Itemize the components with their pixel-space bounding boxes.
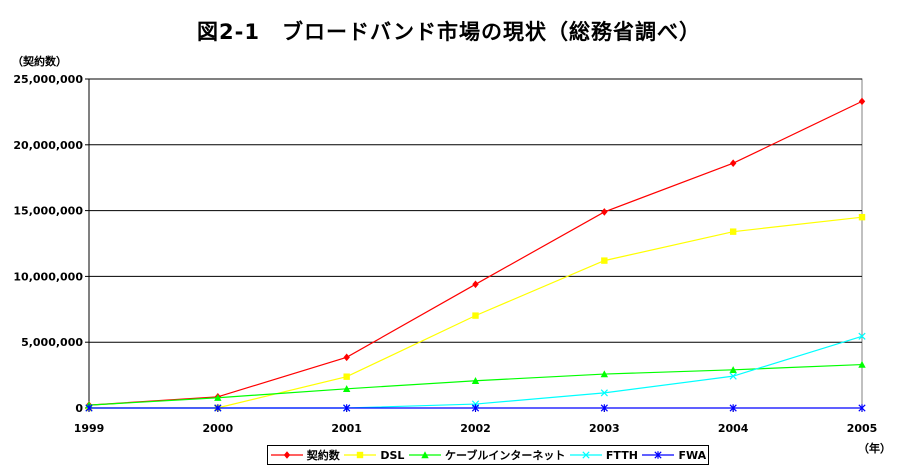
data-point xyxy=(729,372,737,380)
data-point xyxy=(471,377,480,384)
legend-label: FTTH xyxy=(605,448,638,462)
data-point xyxy=(343,353,350,362)
data-point xyxy=(858,97,866,106)
legend-swatch xyxy=(409,451,441,459)
chart-title: 図2-1 ブロードバンド市場の現状（総務省調べ） xyxy=(197,20,701,44)
x-tick-label: 2005 xyxy=(847,422,878,435)
data-point xyxy=(601,208,608,216)
data-point xyxy=(600,404,608,412)
data-point xyxy=(729,228,737,235)
legend-item: FTTH xyxy=(569,449,638,462)
x-tick-label: 1999 xyxy=(74,422,105,435)
legend-item: ケーブルインターネット xyxy=(408,447,565,463)
legend-swatch xyxy=(642,451,675,459)
plot-area xyxy=(88,78,863,409)
data-point xyxy=(729,404,737,412)
data-point xyxy=(729,366,737,374)
legend-label: 契約数 xyxy=(306,449,340,462)
x-axis-unit-label: （年） xyxy=(858,442,891,455)
y-tick-label: 5,000,000 xyxy=(21,336,83,349)
legend-marker xyxy=(357,451,364,459)
legend-swatch xyxy=(344,451,377,459)
y-axis-label: （契約数） xyxy=(12,55,67,68)
legend-item: DSL xyxy=(343,449,404,462)
data-point xyxy=(729,159,737,168)
data-point xyxy=(214,404,222,412)
data-point xyxy=(472,312,479,319)
data-point xyxy=(472,280,479,289)
y-tick-label: 20,000,000 xyxy=(13,139,83,152)
data-point xyxy=(600,389,608,397)
data-point xyxy=(858,404,866,412)
data-point xyxy=(85,404,93,412)
x-tick-label: 2000 xyxy=(203,422,234,435)
series-3 xyxy=(85,360,866,409)
legend-marker xyxy=(283,451,290,459)
x-tick-label: 2002 xyxy=(460,422,491,435)
data-point xyxy=(600,370,609,378)
legend-item: FWA xyxy=(641,449,706,462)
legend-marker xyxy=(421,451,429,459)
series-5 xyxy=(85,404,866,412)
legend-item: 契約数 xyxy=(270,447,340,463)
data-point xyxy=(858,360,866,368)
y-tick-label: 0 xyxy=(75,402,83,415)
legend-marker xyxy=(582,451,590,459)
x-tick-label: 2004 xyxy=(718,422,749,435)
data-point xyxy=(858,213,866,221)
y-tick-label: 25,000,000 xyxy=(13,73,83,86)
data-point xyxy=(342,385,351,392)
chart-legend: 契約数 DSL ケーブルインターネット FTTH FWA xyxy=(267,445,709,465)
data-point xyxy=(343,373,350,380)
data-point xyxy=(471,404,480,412)
legend-label: DSL xyxy=(380,448,405,462)
y-tick-label: 15,000,000 xyxy=(13,205,83,218)
data-point xyxy=(601,257,608,264)
legend-swatch xyxy=(270,451,303,459)
x-tick-label: 2001 xyxy=(331,422,362,435)
data-point xyxy=(343,404,351,412)
legend-marker xyxy=(654,451,663,459)
y-tick-label: 10,000,000 xyxy=(13,270,83,283)
data-point xyxy=(858,332,866,340)
x-tick-label: 2003 xyxy=(589,422,620,435)
legend-swatch xyxy=(569,451,602,459)
data-point xyxy=(214,394,222,401)
legend-label: ケーブルインターネット xyxy=(445,449,566,462)
legend-label: FWA xyxy=(678,448,707,462)
